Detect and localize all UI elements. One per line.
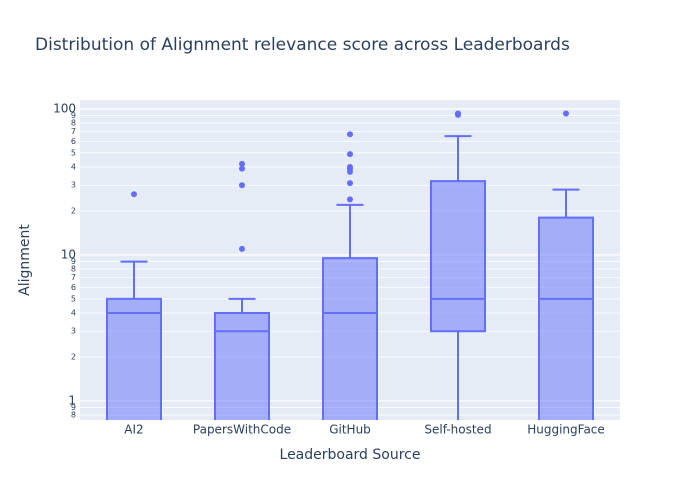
- y-axis-title: Alignment: [17, 224, 33, 296]
- outlier: [455, 110, 461, 117]
- y-tick-label: 8: [71, 265, 76, 274]
- y-tick-label: 8: [71, 119, 76, 128]
- x-tick-label: HuggingFace: [527, 423, 605, 437]
- y-tick-label: 6: [71, 283, 76, 292]
- y-tick-label: 3: [71, 181, 76, 190]
- y-tick-label: 10: [61, 247, 76, 261]
- y-tick-label: 7: [71, 273, 76, 282]
- y-tick-label: 8: [71, 411, 76, 420]
- y-tick-label: 4: [71, 162, 76, 171]
- outlier: [239, 165, 245, 172]
- y-tick-label: 100: [53, 101, 76, 115]
- outlier: [239, 160, 245, 167]
- marks: [106, 110, 594, 420]
- outlier: [347, 131, 353, 138]
- x-tick-label: PapersWithCode: [193, 423, 291, 437]
- outlier: [347, 151, 353, 158]
- chart-title: Distribution of Alignment relevance scor…: [35, 35, 570, 55]
- outlier: [563, 110, 569, 117]
- x-tick-label: GitHub: [329, 423, 371, 437]
- y-tick-label: 7: [71, 127, 76, 136]
- outlier: [239, 182, 245, 189]
- x-tick-label: AI2: [124, 423, 143, 437]
- y-tick-label: 4: [71, 308, 76, 317]
- y-tick-label: 1: [68, 393, 76, 407]
- y-tick-label: 9: [71, 111, 76, 120]
- x-tick-label: Self-hosted: [424, 423, 491, 437]
- box: [430, 180, 486, 333]
- x-axis-title: Leaderboard Source: [280, 447, 421, 463]
- y-tick-label: 3: [71, 327, 76, 336]
- outlier: [131, 191, 137, 198]
- box: [538, 216, 594, 420]
- outlier: [347, 180, 353, 187]
- y-tick-label: 5: [71, 148, 76, 157]
- y-tick-label: 2: [71, 206, 76, 215]
- y-tick-label: 2: [71, 352, 76, 361]
- box: [106, 297, 162, 420]
- outlier: [347, 163, 353, 170]
- y-tick-label: 6: [71, 137, 76, 146]
- outlier: [347, 196, 353, 203]
- y-tick-label: 9: [71, 257, 76, 266]
- box: [322, 257, 378, 420]
- outlier: [239, 245, 245, 252]
- y-tick-label: 9: [71, 403, 76, 412]
- y-tick-label: 5: [71, 294, 76, 303]
